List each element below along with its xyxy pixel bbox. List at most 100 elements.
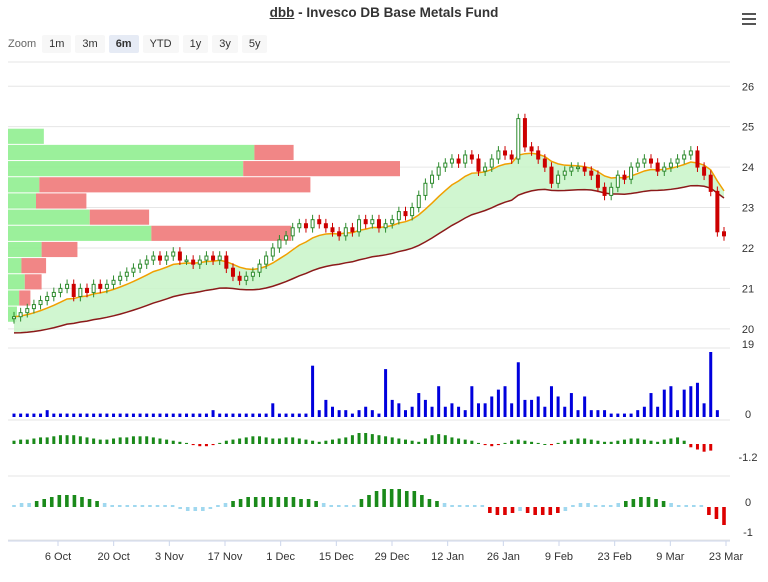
candle-body	[668, 162, 673, 168]
ticker-link[interactable]: dbb	[269, 5, 295, 20]
oscillator-2-bar	[404, 491, 409, 507]
zoom-5y-button[interactable]: 5y	[241, 35, 268, 53]
zoom-6m-button[interactable]: 6m	[108, 35, 139, 53]
volume-profile-buy-bar	[8, 290, 20, 306]
volume-profile-sell-bar	[39, 177, 311, 193]
volume-profile-buy-bar	[8, 241, 42, 258]
oscillator-1-bar	[231, 439, 235, 444]
volume-bar	[311, 365, 315, 417]
candle-body	[483, 166, 488, 172]
volume-profile-sell-bar	[89, 209, 150, 225]
candlesticks	[12, 113, 726, 324]
oscillator-2-bar	[457, 505, 462, 507]
volume-bar	[583, 396, 587, 417]
candle-body	[622, 174, 627, 180]
oscillator-1-bar	[357, 433, 361, 444]
volume-bar	[410, 406, 414, 417]
candle-body	[476, 158, 481, 172]
oscillator-1-bar	[158, 438, 162, 444]
oscillator-1-bar	[65, 435, 69, 444]
candle-body	[157, 255, 162, 261]
oscillator-2-bar	[442, 503, 447, 507]
volume-profile-buy-bar	[8, 193, 36, 209]
volume-profile-buy-bar	[8, 274, 25, 290]
candle-body	[303, 223, 308, 229]
oscillator-2-bar	[616, 503, 621, 507]
oscillator-2-bar	[518, 507, 522, 511]
candle-body	[343, 227, 348, 237]
volume-bar	[125, 413, 129, 417]
cloud-area	[14, 153, 724, 333]
oscillator-1-bar	[218, 442, 222, 444]
volume-bar	[45, 410, 49, 417]
volume-bar	[596, 410, 600, 417]
volume-bar	[669, 386, 673, 417]
candle-body	[423, 182, 428, 196]
volume-bar	[204, 413, 208, 417]
zoom-ytd-button[interactable]: YTD	[142, 35, 179, 53]
oscillator-2-bar	[87, 499, 92, 507]
candle-body	[649, 158, 654, 164]
candle-body	[589, 170, 594, 176]
candle-body	[529, 146, 534, 152]
volume-profile	[8, 128, 400, 322]
oscillator-2-bar	[42, 499, 47, 507]
oscillator-1-bar	[85, 437, 89, 444]
zoom-1y-button[interactable]: 1y	[182, 35, 209, 53]
zoom-3m-button[interactable]: 3m	[75, 35, 105, 53]
volume-bar	[165, 413, 169, 417]
oscillator-1-bar	[12, 440, 16, 444]
oscillator-2-bar	[321, 503, 326, 507]
candle-body	[25, 308, 30, 314]
oscillator-1-bar	[178, 441, 182, 444]
oscillator-2-bar	[148, 505, 152, 507]
oscillator-1-bar	[596, 440, 600, 444]
volume-bar	[231, 413, 235, 417]
volume-bar	[178, 413, 182, 417]
oscillator-1-bar	[344, 437, 348, 444]
candle-body	[217, 255, 222, 261]
oscillator-1-bar	[543, 444, 547, 445]
oscillator-1-bar	[490, 444, 494, 447]
oscillator-2-bar	[27, 503, 31, 507]
volume-bar	[218, 413, 222, 417]
oscillator-2-bar	[639, 497, 643, 507]
oscillator-1-bar	[277, 438, 281, 444]
hamburger-menu-icon[interactable]	[742, 13, 756, 25]
oscillator-1-bar	[39, 437, 43, 444]
volume-profile-buy-bar	[8, 128, 44, 144]
volume-bar	[563, 406, 567, 417]
volume-profile-sell-bar	[41, 241, 78, 258]
oscillator-1-bar	[463, 439, 467, 444]
volume-bar	[496, 389, 500, 417]
volume-profile-sell-bar	[21, 258, 47, 274]
candle-body	[682, 154, 687, 160]
candle-body	[516, 118, 521, 160]
zoom-3y-button[interactable]: 3y	[212, 35, 238, 53]
oscillator-1-bar	[251, 436, 255, 444]
candle-body	[250, 271, 255, 277]
candle-body	[489, 158, 494, 168]
oscillator-2-bar	[691, 505, 696, 507]
x-axis-label: 3 Nov	[155, 551, 184, 563]
candle-body	[337, 231, 342, 237]
zoom-1m-button[interactable]: 1m	[42, 35, 72, 53]
oscillator-2-bar	[253, 497, 258, 507]
candle-body	[323, 223, 328, 229]
oscillator-2-bar	[110, 505, 114, 507]
oscillator-1-bar	[423, 438, 427, 444]
x-axis-label: 17 Nov	[208, 551, 243, 563]
volume-tick-label: 19	[742, 339, 754, 351]
oscillator-2-bar	[359, 499, 364, 507]
volume-bar	[185, 413, 189, 417]
oscillator-1-bar	[609, 441, 613, 444]
candle-body	[708, 174, 713, 192]
oscillator-2-bar	[12, 505, 16, 507]
candle-body	[595, 174, 600, 188]
oscillator-1-bar	[112, 438, 116, 444]
candle-body	[722, 231, 726, 237]
oscillator-1-bar	[72, 435, 76, 444]
oscillator-2-bar	[336, 505, 341, 507]
candle-body	[522, 118, 527, 148]
